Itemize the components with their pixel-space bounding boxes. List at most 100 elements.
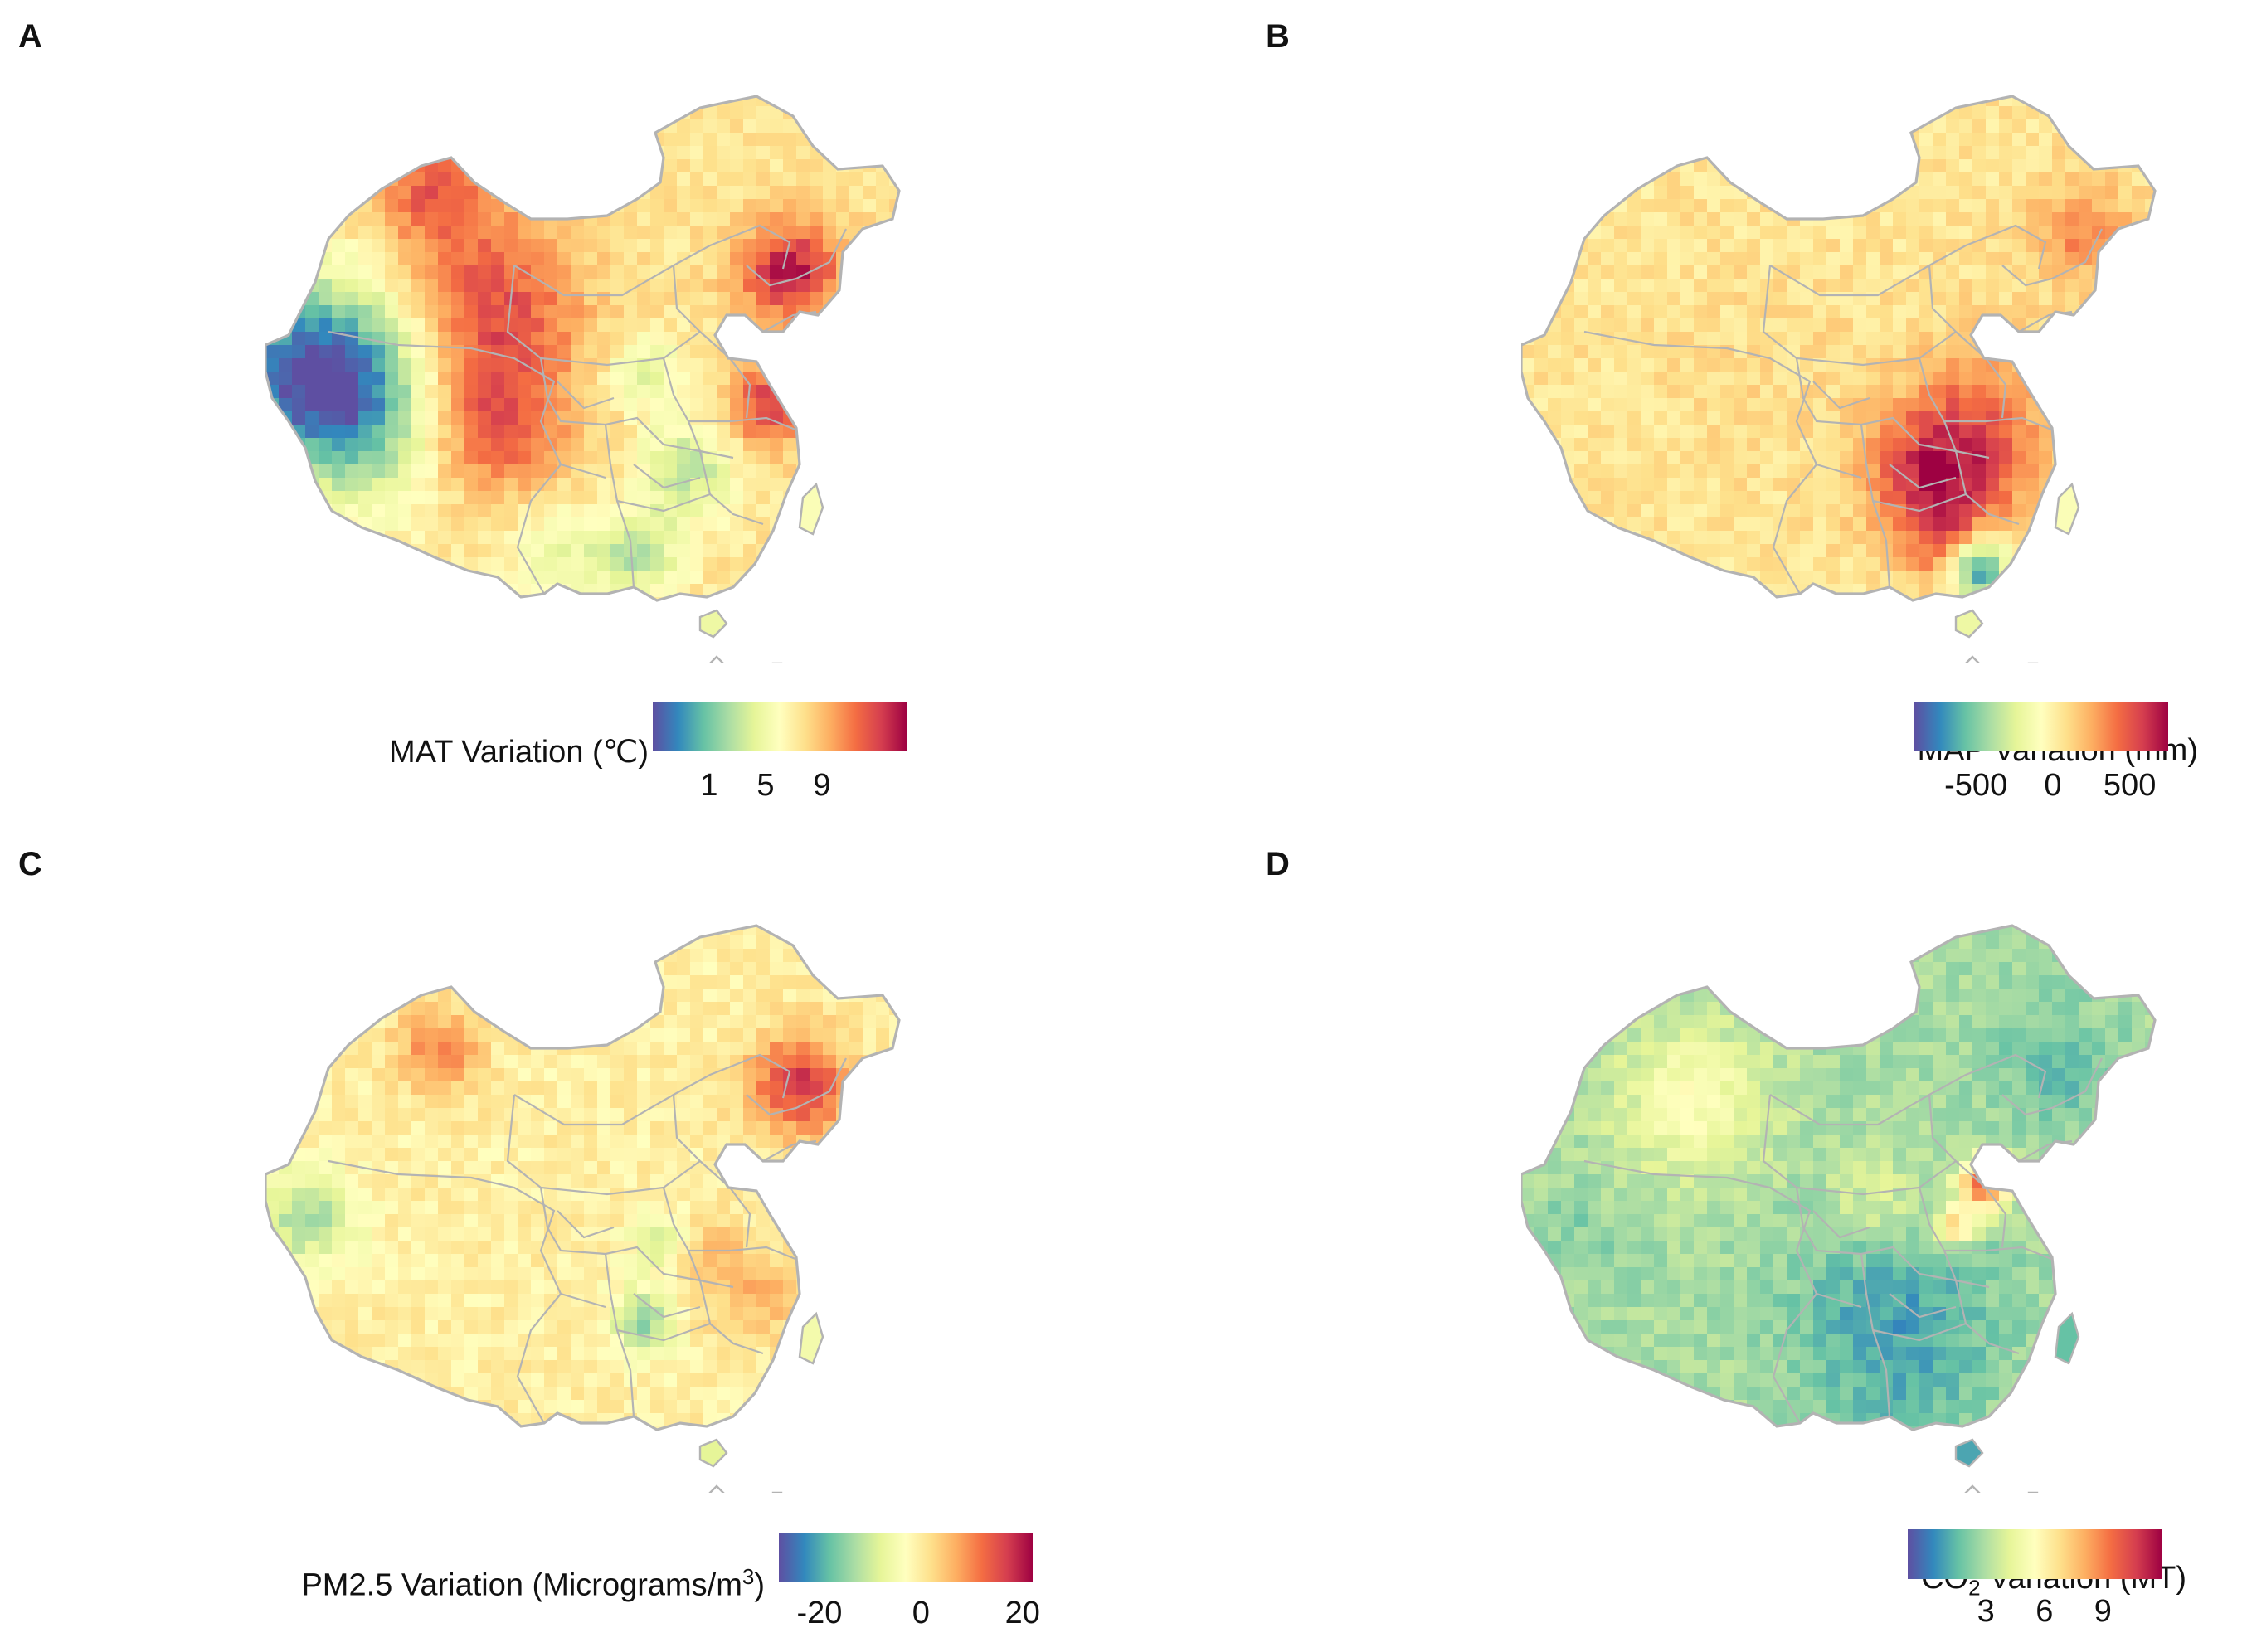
province-border: [1944, 416, 2056, 433]
province-border: [1918, 1187, 2020, 1355]
legend-tick: 5: [756, 768, 775, 803]
legend-tick: 0: [912, 1596, 930, 1630]
province-border: [633, 464, 701, 489]
legend-title-text: ): [754, 1567, 765, 1603]
province-border: [762, 1139, 817, 1162]
province-border: [1795, 1187, 1990, 1289]
province-border: [513, 224, 791, 297]
province-border: [506, 1094, 701, 1196]
province-border: [616, 1322, 711, 1342]
legend-colorbar: [1908, 1529, 2162, 1579]
island: [1964, 655, 1981, 663]
province-border: [557, 381, 615, 410]
province-border: [672, 1094, 701, 1162]
china-map: [265, 95, 901, 663]
province-border: [633, 1293, 701, 1319]
legend-colorbar: [653, 702, 907, 751]
province-border: [539, 357, 734, 459]
island: [2054, 1311, 2080, 1365]
legend-colorbar: [1914, 702, 2168, 751]
province-border: [746, 1057, 847, 1116]
province-border: [1772, 1293, 1817, 1424]
legend-tick: 0: [2044, 768, 2062, 803]
province-border: [1762, 265, 1957, 367]
province-border: [506, 265, 701, 367]
province-border: [2018, 310, 2073, 333]
province-border: [1872, 1322, 1967, 1342]
legend-tick: 500: [2103, 768, 2157, 803]
province-border: [1812, 381, 1870, 410]
province-border: [1762, 1094, 1957, 1196]
panel-letter: C: [18, 846, 42, 882]
island: [2054, 482, 2080, 536]
province-border: [699, 1160, 751, 1248]
panel-a: A MAT Variation (℃) 1 5 9: [0, 0, 1123, 826]
island: [1964, 1484, 1981, 1493]
province-border: [672, 265, 701, 333]
province-border: [699, 331, 751, 419]
legend-tick: 9: [2094, 1594, 2112, 1629]
province-border: [1918, 357, 2020, 526]
province-border: [328, 1159, 606, 1309]
province-border: [539, 1187, 734, 1289]
province-border: [688, 416, 800, 433]
china-map: [1521, 95, 2157, 663]
legend-colorbar: [779, 1533, 1033, 1582]
island: [698, 1438, 728, 1468]
province-border: [1812, 1210, 1870, 1239]
panel-letter: D: [1266, 846, 1290, 882]
legend-tick: 20: [1004, 1596, 1040, 1630]
country-outline: [265, 95, 901, 602]
legend-title-text: PM2.5 Variation (Micrograms/m: [301, 1567, 742, 1603]
legend-title-subscript: 2: [1968, 1575, 1981, 1601]
island: [698, 609, 728, 639]
province-border: [1583, 330, 1862, 479]
province-border: [557, 1210, 615, 1239]
legend-tick: -500: [1944, 768, 2008, 803]
province-border: [2001, 228, 2103, 287]
island: [708, 1484, 725, 1493]
legend-tick: 6: [2035, 1594, 2054, 1629]
province-border: [1955, 1160, 2007, 1248]
island: [1954, 1438, 1984, 1468]
province-border: [1769, 224, 2047, 297]
province-border: [516, 1293, 562, 1424]
province-border: [662, 1187, 764, 1355]
province-border: [1889, 1293, 1957, 1319]
province-border: [1769, 1053, 2047, 1126]
province-border: [616, 493, 711, 513]
legend-tick: 1: [700, 768, 718, 803]
country-outline: [265, 924, 901, 1431]
province-border: [746, 228, 847, 287]
province-border: [513, 1053, 791, 1126]
legend-tick: 9: [813, 768, 831, 803]
legend-tick: 3: [1977, 1594, 1995, 1629]
province-border: [1955, 331, 2007, 419]
province-border: [1928, 1094, 1957, 1162]
legend-title: MAT Variation (℃): [389, 735, 649, 770]
panel-d: D CO2 Variation (MT) 3 6 9: [1123, 826, 2246, 1652]
legend-title: PM2.5 Variation (Micrograms/m3): [301, 1564, 765, 1604]
legend-title-superscript: 3: [742, 1564, 755, 1589]
province-border: [2001, 1057, 2103, 1116]
island: [708, 655, 725, 663]
province-border: [1795, 357, 1990, 459]
china-map: [265, 924, 901, 1493]
province-border: [2018, 1139, 2073, 1162]
province-border: [1872, 493, 1967, 513]
province-border: [516, 464, 562, 595]
legend-tick: -20: [796, 1596, 843, 1630]
china-map: [1521, 924, 2157, 1493]
province-border: [1583, 1159, 1862, 1309]
island: [798, 482, 824, 536]
island: [1954, 609, 1984, 639]
panel-b: B MAP Variation (mm) -500 0 500: [1123, 0, 2246, 826]
province-border: [688, 1246, 800, 1262]
panel-c: C PM2.5 Variation (Micrograms/m3) -20 0 …: [0, 826, 1123, 1652]
province-border: [328, 330, 606, 479]
province-border: [1928, 265, 1957, 333]
province-border: [1889, 464, 1957, 489]
panel-letter: A: [18, 18, 42, 55]
province-border: [762, 310, 817, 333]
panel-letter: B: [1266, 18, 1290, 55]
